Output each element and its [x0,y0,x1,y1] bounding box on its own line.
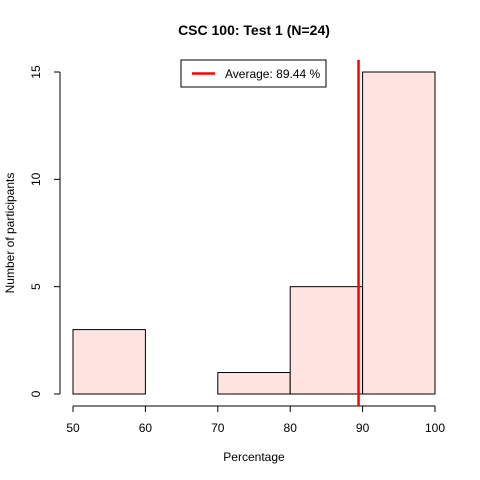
bars-group [72,71,436,395]
legend: Average: 89.44 % [180,59,327,88]
x-tick-label-70: 70 [211,421,225,435]
x-tick-label-50: 50 [66,421,80,435]
x-tick-label-90: 90 [356,421,370,435]
y-axis-label: Number of participants [3,173,17,294]
legend-label: Average: 89.44 % [225,67,321,81]
y-tick-label-5: 5 [29,283,43,290]
x-tick-label-60: 60 [139,421,153,435]
y-tick-label-0: 0 [29,390,43,397]
x-tick-label-100: 100 [425,421,445,435]
bar-70-80 [217,372,291,395]
bar-50-60 [72,329,146,395]
y-tick-label-15: 15 [29,65,43,79]
bar-90-100 [362,71,436,395]
y-axis: 0 5 10 15 [29,65,61,397]
x-axis: 50 60 70 80 90 100 [66,405,445,435]
chart-title: CSC 100: Test 1 (N=24) [178,22,330,38]
bar-80-90 [289,286,364,395]
x-tick-label-80: 80 [284,421,298,435]
y-tick-label-10: 10 [29,172,43,186]
x-axis-label: Percentage [223,450,285,464]
